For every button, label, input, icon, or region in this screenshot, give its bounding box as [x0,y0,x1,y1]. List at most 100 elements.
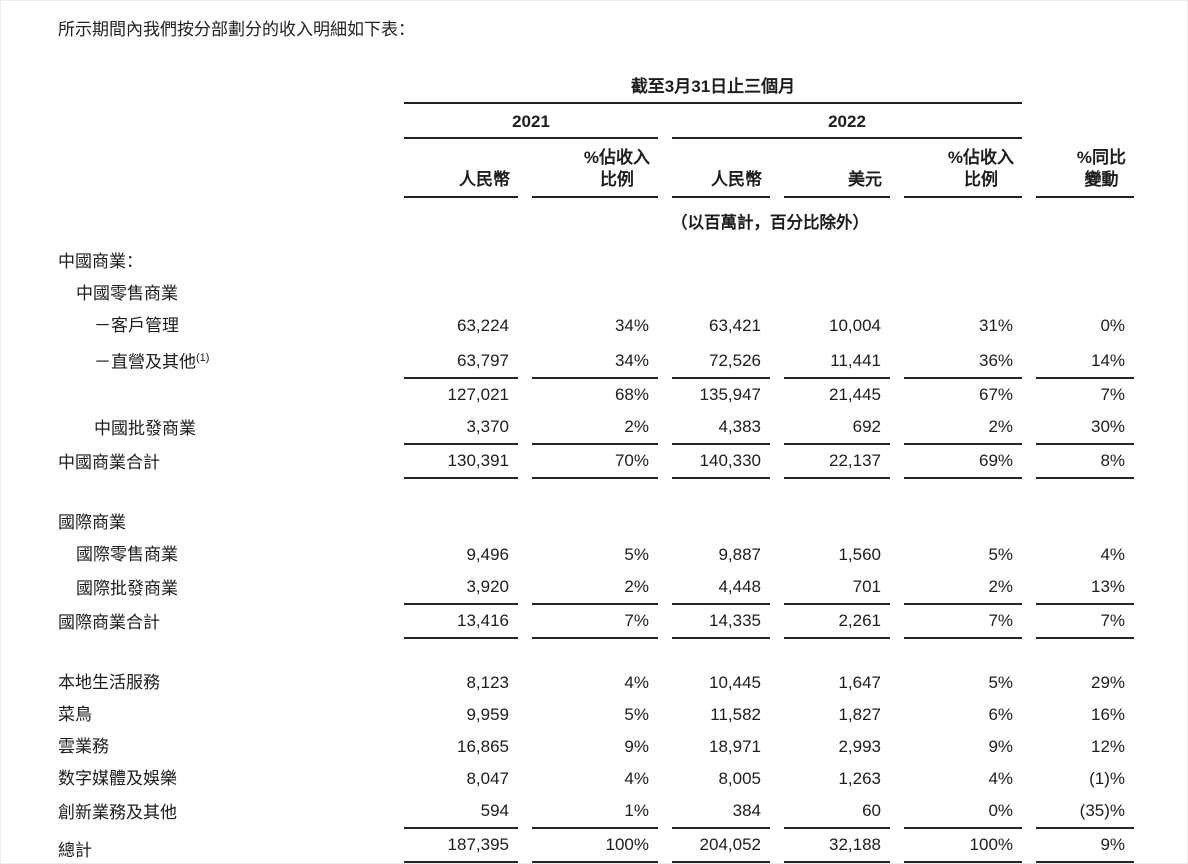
cell-usd-2022: 22,137 [784,445,890,479]
row-label: 總計 [58,840,92,860]
table-row: 中國商業： [58,246,1134,278]
cell-rmb-2021: 9,959 [466,704,509,724]
cell-rmb-2021: 63,797 [404,345,518,379]
table-row: 總計 187,395 100% 204,052 32,188 100% 9% [58,829,1135,863]
cell-pct-2022: 5% [988,672,1014,692]
cell-pct-2021: 2% [532,411,658,445]
cell-yoy: 7% [1036,605,1135,639]
cell-pct-2022: 2% [904,411,1023,445]
year-2022-header: 2022 [672,104,1023,139]
table-row: 数字媒體及娛樂 8,047 4% 8,005 1,263 4% (1)% [58,763,1134,795]
table-row: 中國商業合計 130,391 70% 140,330 22,137 69% 8% [58,445,1135,479]
cell-pct-2022 [904,278,1022,310]
cell-pct-2022: 2% [904,571,1023,605]
cell-pct-2022: 0% [904,795,1023,829]
cell-pct-2022 [904,246,1022,278]
table-row: 國際零售商業 9,496 5% 9,887 1,560 5% 4% [58,539,1134,571]
cell-rmb-2022: 4,383 [672,411,770,445]
units-note: （以百萬計，百分比除外） [671,214,869,233]
cell-rmb-2021: 8,123 [466,672,509,692]
cell-yoy [1036,507,1134,539]
table-row: 中國批發商業 3,370 2% 4,383 692 2% 30% [58,411,1135,445]
cell-pct-2022: 7% [904,605,1023,639]
cell-rmb-2022: 140,330 [672,445,770,479]
revenue-table: 截至3月31日止三個月 2021 2022 人民幣 [58,64,1135,863]
cell-usd-2022: 1,263 [838,768,881,788]
row-label: 國際商業 [58,512,126,532]
table-row: 國際批發商業 3,920 2% 4,448 701 2% 13% [58,571,1135,605]
cell-pct-2022: 31% [978,316,1014,336]
cell-usd-2022: 1,560 [838,544,881,564]
table-body: 中國商業： 中國零售商業 －客戶管理 63,224 34% 63,421 10,… [58,246,1135,863]
cell-pct-2022: 69% [904,445,1023,479]
table-row: 中國零售商業 [58,278,1134,310]
cell-yoy: 16% [1090,704,1126,724]
cell-pct-2021: 7% [532,605,658,639]
cell-pct-2021: 100% [532,829,658,863]
cell-pct-2022: 67% [978,384,1014,404]
cell-yoy: 12% [1090,736,1126,756]
row-label: 数字媒體及娛樂 [58,768,177,788]
table-row: 菜鳥 9,959 5% 11,582 1,827 6% 16% [58,699,1134,731]
cell-usd-2022: 1,647 [838,672,881,692]
cell-pct-2022: 9% [988,736,1014,756]
cell-rmb-2021: 187,395 [404,829,518,863]
column-header-rmb-2022: 人民幣 [672,161,770,199]
cell-rmb-2022: 10,445 [709,672,761,692]
cell-usd-2022 [784,246,890,278]
table-row: 雲業務 16,865 9% 18,971 2,993 9% 12% [58,731,1134,763]
cell-pct-2022: 4% [988,768,1014,788]
cell-rmb-2022: 14,335 [672,605,770,639]
cell-rmb-2021: 8,047 [466,768,509,788]
row-label: 國際批發商業 [76,578,178,598]
column-header-usd-2022: 美元 [784,161,890,199]
row-label: 國際商業合計 [58,612,160,632]
cell-pct-2021: 4% [624,672,649,692]
cell-usd-2022: 692 [784,411,890,445]
row-label: 中國商業： [58,252,143,272]
cell-pct-2021 [532,507,658,539]
cell-yoy [1036,278,1134,310]
cell-rmb-2022: 384 [672,795,770,829]
table-row: 創新業務及其他 594 1% 384 60 0% (35)% [58,795,1135,829]
cell-rmb-2021: 3,370 [404,411,518,445]
row-label: 國際零售商業 [76,544,178,564]
cell-pct-2021: 9% [624,736,649,756]
cell-rmb-2021: 130,391 [404,445,518,479]
cell-rmb-2022: 11,582 [710,704,761,724]
cell-pct-2022: 6% [988,704,1014,724]
row-label: －直營及其他 [94,352,196,372]
cell-pct-2021 [532,246,658,278]
cell-pct-2021: 34% [532,345,658,379]
table-row: 本地生活服務 8,123 4% 10,445 1,647 5% 29% [58,667,1134,699]
cell-usd-2022: 32,188 [784,829,890,863]
cell-rmb-2021: 63,224 [457,316,509,336]
cell-yoy: 0% [1100,316,1126,336]
cell-usd-2022: 21,445 [829,384,881,404]
cell-rmb-2021: 127,021 [447,384,509,404]
cell-pct-2021: 5% [624,704,649,724]
spacer-row [58,479,1134,507]
row-label: 中國零售商業 [76,284,178,304]
cell-yoy: 13% [1036,571,1135,605]
cell-yoy: 9% [1036,829,1135,863]
cell-rmb-2021: 16,865 [457,736,509,756]
cell-usd-2022: 60 [784,795,890,829]
column-header-yoy: %同比 變動 [1036,139,1135,199]
column-header-rmb-2021: 人民幣 [404,161,518,199]
period-header: 截至3月31日止三個月 [404,64,1023,104]
cell-usd-2022 [784,507,890,539]
row-label: －客戶管理 [94,316,179,336]
intro-text: 所示期間內我們按分部劃分的收入明細如下表： [58,20,415,39]
cell-yoy: 30% [1036,411,1135,445]
table-row: 國際商業合計 13,416 7% 14,335 2,261 7% 7% [58,605,1135,639]
period-header-row: 截至3月31日止三個月 [58,64,1134,104]
cell-pct-2021: 68% [614,384,649,404]
table-row: －直營及其他(1) 63,797 34% 72,526 11,441 36% 1… [58,342,1135,379]
cell-rmb-2021 [404,278,518,310]
row-label: 菜鳥 [58,704,92,724]
row-label: 中國批發商業 [94,418,196,438]
cell-yoy: (1)% [1089,768,1126,788]
cell-pct-2022 [904,507,1022,539]
year-2021-header: 2021 [404,104,658,139]
